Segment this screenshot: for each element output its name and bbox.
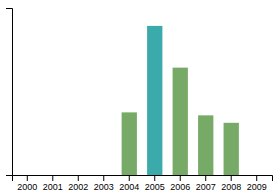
bars [122,26,239,175]
bar [147,26,162,175]
x-tick: 2006 [170,175,190,192]
x-tick-mark [52,175,53,181]
x-tick-mark [27,175,28,181]
x-tick-label: 2004 [119,182,139,192]
y-axis [6,9,13,176]
x-axis-line [13,176,273,182]
x-tick: 2007 [196,175,216,192]
bar [122,112,137,175]
x-tick-mark [205,175,206,181]
x-tick-label: 2002 [68,182,88,192]
x-tick: 2003 [94,175,114,192]
x-axis: 2000 2001 2002 2003 2004 2005 2006 2007 2008 2009 [13,175,273,192]
x-tick: 2005 [145,175,165,192]
x-tick-mark [103,175,104,181]
x-tick-mark [129,175,130,181]
bar [173,68,188,175]
x-tick: 2000 [17,175,37,192]
bar [45,175,60,176]
x-tick-mark [180,175,181,181]
bar [249,175,264,176]
x-tick-label: 2006 [170,182,190,192]
x-tick-label: 2009 [247,182,267,192]
bar [20,175,35,176]
x-tick-label: 2008 [221,182,241,192]
bar [96,175,111,176]
x-tick-label: 2005 [145,182,165,192]
x-tick-label: 2000 [17,182,37,192]
x-tick: 2009 [247,175,267,192]
x-tick-mark [78,175,79,181]
plot: 2000 2001 2002 2003 2004 2005 2006 2007 2008 2009 [6,9,273,193]
x-tick: 2001 [43,175,63,192]
x-tick-label: 2003 [94,182,114,192]
x-tick: 2002 [68,175,88,192]
chart: 2000 2001 2002 2003 2004 2005 2006 2007 2008 2009 [0,0,280,195]
x-tick: 2004 [119,175,139,192]
y-axis-line [6,9,13,176]
x-tick-mark [231,175,232,181]
x-tick: 2008 [221,175,241,192]
x-tick-label: 2001 [43,182,63,192]
bar [224,123,239,175]
bar [71,175,86,176]
bar [198,115,213,175]
x-tick-mark [256,175,257,181]
x-tick-label: 2007 [196,182,216,192]
x-tick-mark [154,175,155,181]
